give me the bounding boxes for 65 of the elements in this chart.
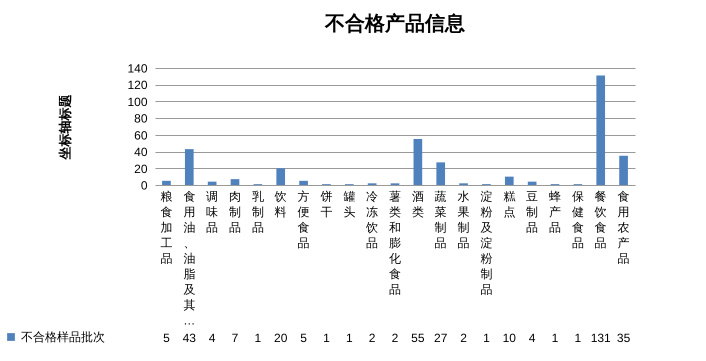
y-tick-label: 120 bbox=[127, 78, 148, 92]
category-label: 食用油、油脂及其… bbox=[183, 190, 196, 328]
bar bbox=[299, 180, 308, 185]
x-tick-label: 乳制品 bbox=[252, 190, 264, 234]
bar bbox=[436, 162, 446, 185]
x-tick-label: 冷冻饮品 bbox=[365, 190, 378, 250]
bar bbox=[619, 156, 628, 185]
bar bbox=[276, 168, 286, 185]
x-tick-label: 蜂产品 bbox=[549, 190, 561, 234]
x-tick-label: 粮食加工品 bbox=[160, 190, 172, 266]
data-label: 131 bbox=[590, 331, 612, 345]
data-label: 5 bbox=[163, 331, 170, 345]
data-label: 4 bbox=[528, 331, 536, 345]
x-tick-label: 蔬菜制品 bbox=[434, 190, 447, 250]
x-tick-label: 肉制品 bbox=[229, 190, 241, 234]
y-axis-title: 坐标轴标题 bbox=[57, 94, 72, 160]
x-tick-label: 调味品 bbox=[206, 190, 218, 234]
bar bbox=[504, 176, 514, 185]
data-label: 1 bbox=[552, 331, 559, 345]
y-tick-label: 80 bbox=[134, 112, 148, 126]
x-tick-label: 饼干 bbox=[319, 190, 332, 219]
bar bbox=[528, 182, 536, 185]
data-label: 27 bbox=[434, 331, 448, 345]
data-label: 2 bbox=[392, 331, 399, 345]
data-label: 43 bbox=[182, 331, 196, 345]
x-tick-label: 糕点 bbox=[503, 190, 516, 219]
x-tick-label: 保健食品 bbox=[572, 190, 584, 250]
x-tick-label: 酒类 bbox=[412, 190, 424, 219]
data-label: 2 bbox=[368, 331, 376, 345]
data-label: 55 bbox=[411, 331, 425, 345]
bar bbox=[208, 182, 216, 185]
bar bbox=[184, 149, 194, 185]
x-tick-label: 饮料 bbox=[274, 190, 287, 219]
x-tick-label: 罐头 bbox=[343, 190, 356, 219]
legend-label: 不合格样品批次 bbox=[21, 330, 105, 344]
x-tick-label: 方便食品 bbox=[298, 190, 310, 250]
data-label: 20 bbox=[274, 331, 288, 345]
data-label: 1 bbox=[323, 331, 330, 345]
data-label: 1 bbox=[346, 331, 353, 345]
x-tick-label: 淀粉及淀粉制品 bbox=[480, 190, 492, 296]
y-tick-label: 0 bbox=[140, 178, 148, 192]
data-label: 35 bbox=[616, 331, 631, 345]
y-tick-label: 20 bbox=[134, 162, 148, 176]
data-label: 1 bbox=[483, 331, 490, 345]
x-tick-label: 豆制品 bbox=[526, 190, 538, 234]
y-tick-label: 100 bbox=[127, 94, 148, 109]
bar bbox=[596, 76, 606, 185]
x-tick-label: 薯类和膨化食品 bbox=[389, 190, 401, 296]
data-label: 4 bbox=[208, 331, 216, 345]
x-tick-label: 水果制品 bbox=[458, 190, 470, 250]
y-tick-label: 40 bbox=[134, 145, 148, 160]
data-label: 10 bbox=[502, 331, 516, 345]
data-label: 1 bbox=[574, 331, 582, 345]
chart-title: 不合格产品信息 bbox=[324, 12, 465, 35]
bar bbox=[162, 180, 171, 185]
data-label: 1 bbox=[254, 331, 262, 345]
x-tick-label: 食用农产品 bbox=[618, 190, 630, 266]
data-label: 7 bbox=[232, 331, 239, 345]
data-label: 2 bbox=[460, 331, 468, 345]
data-label: 5 bbox=[300, 331, 308, 345]
y-tick-label: 140 bbox=[127, 62, 148, 76]
bar bbox=[414, 139, 422, 185]
bar bbox=[230, 179, 240, 185]
x-tick-label: 餐饮食品 bbox=[594, 190, 607, 250]
y-tick-label: 60 bbox=[134, 128, 148, 142]
